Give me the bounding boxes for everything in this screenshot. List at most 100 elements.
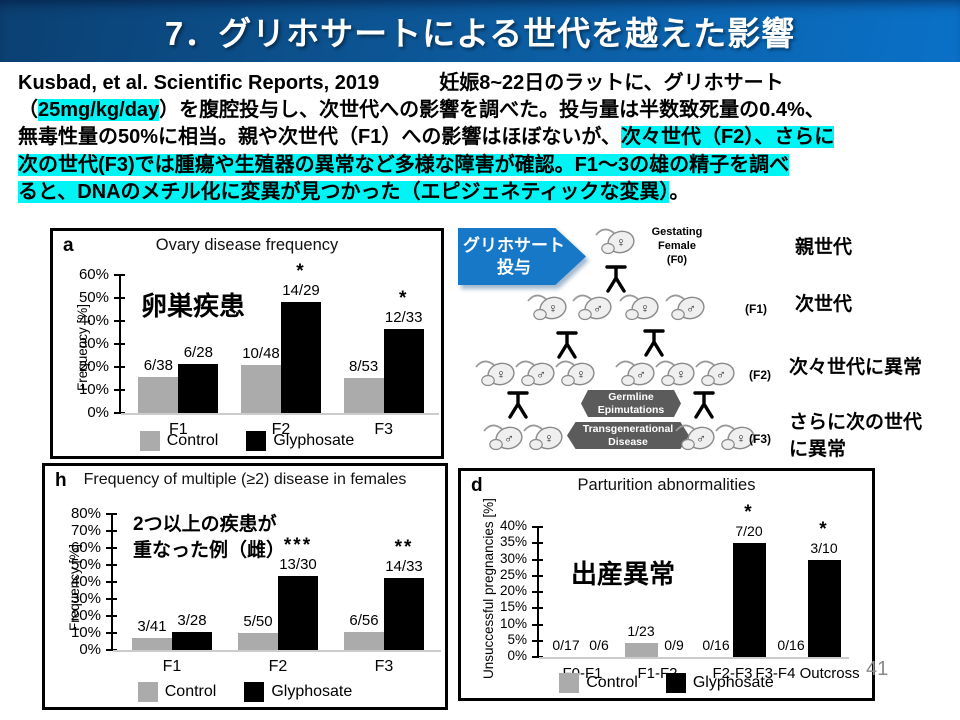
rat-icon: ♀ [713,420,759,452]
significance-star: *** [283,535,313,557]
rat-icon: ♀ [521,420,567,452]
bar-value-label: 0/9 [664,637,684,653]
significance-star: * [819,518,829,540]
bar-glyphosate-F2-F3 [732,543,766,657]
y-tick-mark [114,274,125,276]
svg-text:♀: ♀ [548,301,558,316]
injection-arrow-shape: グリホサート 投与 [458,228,586,285]
svg-text:♀: ♀ [640,301,650,316]
page-number: 41 [866,658,889,680]
y-tick-mark [106,564,117,566]
generation-side-label-parent: 親世代 [795,237,853,258]
svg-text:♂: ♂ [536,367,546,382]
y-tick-label: 0% [79,641,101,658]
y-tick-label: 10% [499,615,527,631]
y-tick-mark [532,574,543,577]
bar-control-F2 [238,633,278,650]
svg-text:♂: ♂ [696,431,706,446]
y-tick-label: 5% [507,631,527,647]
bar-value-label: 6/56 [349,611,379,629]
arrow-label-line1: グリホサート [463,236,565,256]
legend-label: Glyphosate [273,432,355,449]
y-tick-label: 20% [78,358,109,375]
mating-connector-icon [641,328,667,358]
svg-text:♀: ♀ [576,367,586,382]
bar-control-F3 [343,378,384,413]
x-category-label: F1 [168,421,188,438]
bar-value-label: 1/23 [627,623,655,640]
y-tick-label: 0% [507,648,527,663]
y-tick-mark [106,598,117,600]
y-tick-mark [106,649,117,651]
bar-value-label: 0/17 [552,637,580,653]
bar-value-label: 14/33 [385,557,423,575]
bar-control-F1 [132,637,172,650]
plain-text: 。 [669,180,690,203]
legend-item-control: Control [137,682,216,702]
legend-item-glyphosate: Glyphosate [246,431,354,451]
mating-connector-icon [505,390,531,420]
bar-control-F1 [138,376,179,413]
rat-icon: ♂ [481,420,527,452]
rat-icon: ♂ [613,356,659,388]
significance-star: * [296,260,306,282]
x-category-label: F2 [268,658,288,675]
legend-label: Glyphosate [692,674,774,691]
bar-glyphosate-F3 [383,329,424,413]
glyphosate-injection-arrow: グリホサート 投与 [458,228,586,285]
bar-glyphosate-F3-F4 Outcross [807,559,841,657]
chart-legend: Control Glyphosate [461,673,872,693]
y-tick-label: 15% [499,599,527,615]
bar-value-label: 13/30 [279,556,317,574]
description-paragraph: Kusbad, et al. Scientific Reports, 2019 … [18,70,946,206]
rat-icon: ♂ [663,290,709,322]
significance-star: ** [394,536,414,558]
y-tick-label: 20% [70,607,101,624]
y-tick-label: 70% [70,522,101,539]
gestating-female-label: Gestating Female (F0) [651,226,703,266]
generation-label-f3: (F3) [749,432,771,446]
y-tick-label: 40% [70,573,101,590]
chart-ovary-disease-frequency: a Ovary disease frequency Frequency [%] 卵巣疾… [50,228,444,459]
y-tick-mark [532,591,543,593]
chart-legend: Control Glyphosate [53,431,441,451]
y-tick-mark [532,526,543,528]
plain-text: ）を腹腔投与し、次世代への影響を調べた。投与量は半数致死量の0.4%、 無毒性量… [18,99,825,149]
bar-value-label: 6/38 [143,356,173,374]
rat-icon: ♂ [673,420,719,452]
svg-text:♀: ♀ [496,367,506,382]
y-tick-label: 0% [87,404,109,421]
y-tick-mark [532,607,543,610]
y-tick-mark [532,623,543,626]
svg-text:♂: ♂ [716,367,726,382]
y-tick-label: 40% [499,518,527,533]
y-tick-label: 50% [78,289,109,306]
legend-label: Glyphosate [271,683,353,700]
panel-letter: d [471,475,483,496]
svg-text:♀: ♀ [616,235,626,250]
chart-annotation: 出産異常 [571,559,676,589]
bar-value-label: 0/16 [777,637,805,653]
generation-label-f2: (F2) [749,368,771,382]
y-tick-mark [106,632,117,634]
x-baseline [113,650,441,652]
y-tick-mark [114,297,125,299]
y-tick-mark [106,530,117,532]
y-tick-mark [106,547,117,549]
legend-label: Control [166,432,219,449]
plain-text: Kusbad, et al. Scientific Reports, 2019 … [18,72,784,122]
y-tick-label: 10% [70,624,101,641]
chart-legend: Control Glyphosate [45,682,445,702]
bar-value-label: 3/28 [177,611,207,629]
transgenerational-disease-badge: Transgenerational Disease [567,422,689,449]
bar-control-F1-F2 [624,643,658,657]
legend-swatch [244,682,265,702]
title-bar: 7．グリホサートによる世代を越えた影響 [0,0,960,62]
bar-glyphosate-F3 [384,577,424,650]
germline-epimutations-badge: Germline Epimutations [581,390,681,417]
rat-icon: ♀ [525,290,571,322]
y-tick-mark [532,656,543,658]
bar-control-F2 [241,365,281,413]
highlighted-text: 25mg/kg/day [38,99,160,122]
x-baseline [121,413,439,415]
